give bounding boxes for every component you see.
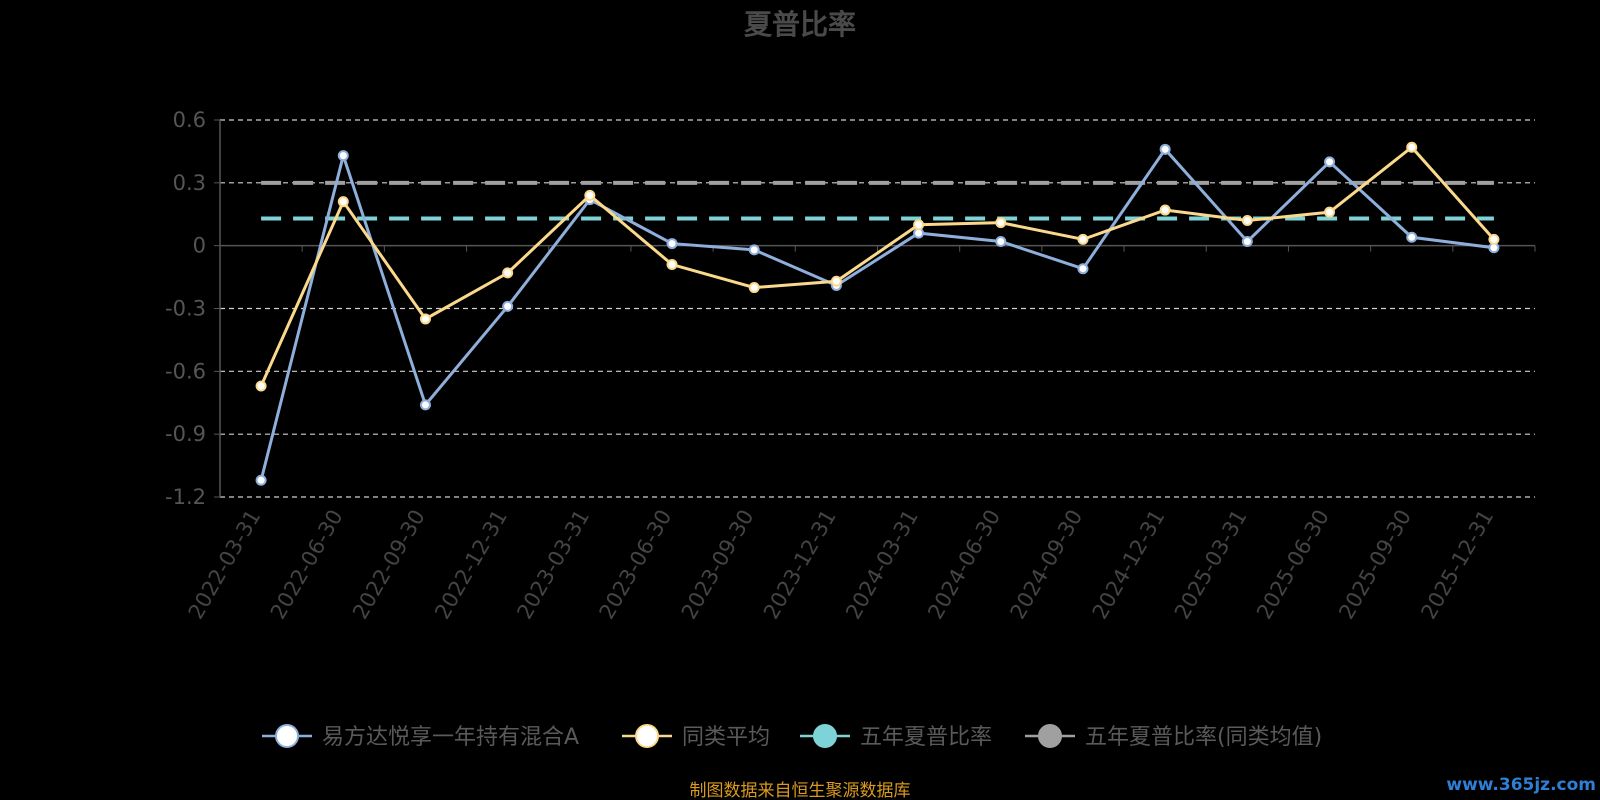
fund-data-point — [1077, 263, 1089, 275]
reference-lines — [261, 180, 1494, 221]
y-tick-label: -0.6 — [165, 359, 206, 383]
x-tick-label: 2025-09-30 — [1334, 506, 1416, 624]
peer-data-point — [1488, 233, 1500, 245]
fund-data-point — [666, 238, 678, 250]
y-tick-label: 0 — [193, 234, 206, 258]
fund-data-point — [502, 300, 514, 312]
y-tick-label: -0.9 — [165, 422, 206, 446]
fund-data-point — [419, 399, 431, 411]
fund-series-line — [259, 146, 1495, 481]
chart-title: 夏普比率 — [744, 8, 856, 41]
x-tick-label: 2025-12-31 — [1416, 506, 1498, 624]
legend-item-peer-average[interactable]: 同类平均 — [622, 724, 770, 750]
series-layer — [255, 141, 1500, 486]
x-tick-label: 2022-09-30 — [348, 506, 430, 624]
fund-data-point — [1406, 231, 1418, 243]
legend-label: 五年夏普比率 — [860, 725, 992, 750]
legend-item-fund[interactable]: 易方达悦享一年持有混合A — [262, 724, 579, 750]
x-tick-label: 2022-03-31 — [184, 506, 266, 624]
peer-data-point — [1324, 206, 1336, 218]
fund-data-point — [255, 474, 267, 486]
peer-data-point — [748, 282, 760, 294]
legend-marker-icon — [1038, 724, 1062, 748]
fund-data-point — [995, 235, 1007, 247]
peer-data-point — [1241, 215, 1253, 227]
watermark: www.365jz.com — [1446, 775, 1596, 795]
peer-data-point — [666, 259, 678, 271]
legend-label: 同类平均 — [682, 725, 770, 750]
x-tick-label: 2024-09-30 — [1005, 506, 1087, 624]
fund-data-point — [1241, 235, 1253, 247]
legend-item-five-year-sharpe[interactable]: 五年夏普比率 — [800, 724, 992, 750]
peer-data-point — [337, 196, 349, 208]
fund-data-point — [1324, 156, 1336, 168]
data-source-note: 制图数据来自恒生聚源数据库 — [690, 781, 911, 800]
legend-marker-icon — [275, 724, 299, 748]
y-tick-label: -1.2 — [165, 485, 206, 509]
peer-data-point — [1406, 141, 1418, 153]
legend-item-five-year-sharpe-peer[interactable]: 五年夏普比率(同类均值) — [1025, 724, 1322, 750]
y-tick-label: -0.3 — [165, 297, 206, 321]
x-tick-label: 2024-12-31 — [1088, 506, 1170, 624]
legend-marker-icon — [635, 724, 659, 748]
x-tick-label: 2022-12-31 — [430, 506, 512, 624]
x-tick-label: 2022-06-30 — [266, 506, 348, 624]
peer-data-point — [584, 189, 596, 201]
y-tick-label: 0.3 — [173, 171, 206, 195]
x-tick-label: 2023-12-31 — [759, 506, 841, 624]
legend-marker-icon — [813, 724, 837, 748]
x-tick-label: 2024-06-30 — [923, 506, 1005, 624]
peer-data-point — [913, 219, 925, 231]
peer-data-point — [1077, 233, 1089, 245]
x-tick-label: 2024-03-31 — [841, 506, 923, 624]
x-tick-label: 2023-06-30 — [595, 506, 677, 624]
x-tick-label: 2023-03-31 — [512, 506, 594, 624]
legend[interactable]: 易方达悦享一年持有混合A 同类平均 五年夏普比率 五年夏普比率(同类均值) — [262, 724, 1322, 750]
legend-label: 五年夏普比率(同类均值) — [1085, 725, 1322, 750]
peer-data-point — [995, 217, 1007, 229]
peer-data-point — [1159, 204, 1171, 216]
x-tick-label: 2023-09-30 — [677, 506, 759, 624]
y-tick-label: 0.6 — [173, 108, 206, 132]
fund-data-point — [337, 150, 349, 162]
peer-data-point — [255, 380, 267, 392]
fund-data-point — [1159, 143, 1171, 155]
x-tick-label: 2025-03-31 — [1170, 506, 1252, 624]
fund-data-point — [748, 244, 760, 256]
legend-label: 易方达悦享一年持有混合A — [322, 725, 579, 750]
peer-data-point — [419, 313, 431, 325]
peer-average-series-line — [259, 145, 1496, 387]
peer-data-point — [830, 275, 842, 287]
x-tick-label: 2025-06-30 — [1252, 506, 1334, 624]
peer-data-point — [502, 267, 514, 279]
y-axis: 0.6 0.3 0 -0.3 -0.6 -0.9 -1.2 — [165, 108, 221, 509]
